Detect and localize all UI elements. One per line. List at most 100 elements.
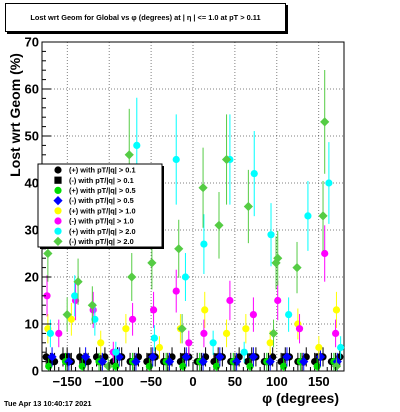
data-point	[43, 292, 51, 300]
data-point	[337, 343, 345, 352]
data-point	[55, 329, 63, 337]
data-point	[150, 334, 159, 342]
footer-timestamp: Tue Apr 13 10:40:17 2021	[4, 399, 92, 408]
data-point	[174, 244, 184, 254]
data-point	[78, 362, 86, 370]
data-point	[332, 329, 340, 337]
data-point	[198, 183, 208, 193]
data-point	[103, 361, 113, 371]
legend-entry: (+) with pT/|q| > 1.0	[69, 206, 136, 215]
data-point	[315, 352, 326, 362]
x-axis-title: φ (degrees)	[262, 390, 339, 406]
data-point	[114, 352, 124, 362]
data-point	[63, 353, 71, 361]
data-point	[71, 292, 79, 300]
x-tick-label: 100	[266, 374, 288, 389]
data-point	[242, 325, 250, 333]
data-point	[332, 357, 342, 367]
data-point	[280, 362, 288, 370]
legend-entry: (+) with pT/|q| > 0.1	[69, 166, 136, 175]
data-point	[240, 348, 248, 356]
data-point	[46, 358, 54, 366]
data-point	[155, 343, 164, 352]
data-point	[246, 362, 254, 370]
data-point	[124, 150, 134, 160]
data-point	[46, 329, 54, 337]
data-point	[149, 306, 158, 314]
y-tick-label: 20	[25, 270, 39, 285]
data-point	[64, 357, 74, 367]
y-tick-label: 30	[25, 223, 39, 238]
data-point	[81, 352, 91, 362]
legend-entry: (-) with pT/|q| > 0.1	[69, 176, 134, 185]
data-point	[282, 352, 292, 362]
data-point	[266, 339, 274, 347]
x-tick-label: 0	[189, 374, 196, 389]
legend-marker	[54, 207, 62, 215]
data-point	[243, 201, 253, 212]
data-point	[209, 339, 217, 347]
data-point	[268, 328, 279, 338]
data-point	[201, 306, 209, 314]
x-tick-label: −150	[53, 374, 82, 389]
data-point	[274, 296, 282, 305]
data-point	[177, 324, 187, 334]
data-point	[91, 315, 99, 323]
data-point	[145, 362, 153, 370]
data-point	[164, 357, 175, 367]
data-point	[181, 273, 190, 281]
data-point	[172, 155, 180, 164]
data-point	[320, 117, 330, 127]
data-points	[42, 70, 345, 371]
data-point	[212, 362, 221, 370]
x-tick-label: 150	[308, 374, 330, 389]
data-point	[331, 361, 342, 371]
data-point	[299, 357, 309, 367]
data-point	[248, 352, 258, 362]
x-tick-label: 50	[228, 374, 242, 389]
data-point	[179, 362, 187, 370]
chart-title: Lost wrt Geom for Global vs φ (degrees) …	[5, 3, 286, 32]
legend-marker	[54, 186, 62, 194]
data-point	[321, 249, 329, 258]
legend-marker	[53, 236, 63, 246]
y-tick-label: 60	[25, 82, 39, 97]
data-point	[147, 258, 157, 268]
data-point	[181, 352, 191, 362]
legend-marker	[54, 217, 62, 225]
y-tick-label: 10	[25, 317, 39, 332]
data-point	[250, 170, 258, 178]
data-point	[304, 212, 312, 220]
data-point	[313, 362, 321, 370]
data-point	[62, 310, 72, 320]
data-point	[273, 253, 283, 263]
data-point	[127, 272, 137, 282]
series-7	[43, 70, 342, 371]
data-point	[215, 352, 225, 362]
data-point	[148, 352, 158, 362]
data-point	[249, 311, 257, 319]
legend-marker	[54, 166, 62, 174]
data-point	[267, 231, 275, 239]
data-point	[285, 311, 293, 319]
data-point	[222, 329, 231, 337]
y-tick-label: 40	[25, 176, 39, 191]
data-point	[315, 343, 323, 352]
legend-entry: (+) with pT/|q| > 0.5	[69, 186, 136, 195]
legend-entry: (-) with pT/|q| > 2.0	[69, 237, 134, 246]
y-axis-title: Lost wrt Geom (%)	[7, 53, 23, 177]
data-point	[45, 362, 53, 370]
data-point	[271, 258, 281, 268]
legend-entry: (-) with pT/|q| > 0.5	[69, 196, 134, 205]
data-point	[80, 358, 88, 366]
y-tick-label: 0	[32, 364, 39, 379]
data-point	[221, 154, 232, 165]
data-point	[185, 339, 193, 347]
data-point	[129, 315, 137, 323]
data-point	[172, 287, 180, 295]
data-point	[67, 315, 75, 323]
data-point	[73, 277, 83, 287]
axes: −150 −100 −50 0 50 100 150 0 10 20 30 40 50 60 70	[25, 35, 345, 389]
data-point	[232, 357, 242, 367]
